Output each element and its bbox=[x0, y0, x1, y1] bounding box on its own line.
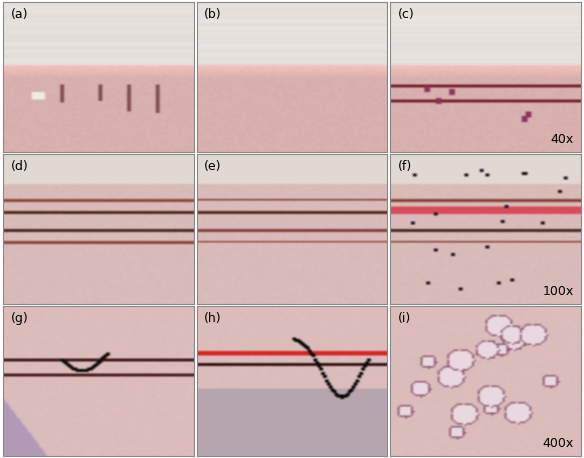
Text: (i): (i) bbox=[398, 312, 411, 325]
Text: (h): (h) bbox=[204, 312, 222, 325]
Text: 400x: 400x bbox=[542, 437, 573, 450]
Text: (e): (e) bbox=[204, 160, 222, 173]
Text: (f): (f) bbox=[398, 160, 412, 173]
Text: (b): (b) bbox=[204, 8, 222, 21]
Text: 40x: 40x bbox=[550, 133, 573, 146]
Text: (c): (c) bbox=[398, 8, 415, 21]
Text: 100x: 100x bbox=[542, 285, 573, 298]
Text: (g): (g) bbox=[11, 312, 28, 325]
Text: (d): (d) bbox=[11, 160, 28, 173]
Text: (a): (a) bbox=[11, 8, 28, 21]
